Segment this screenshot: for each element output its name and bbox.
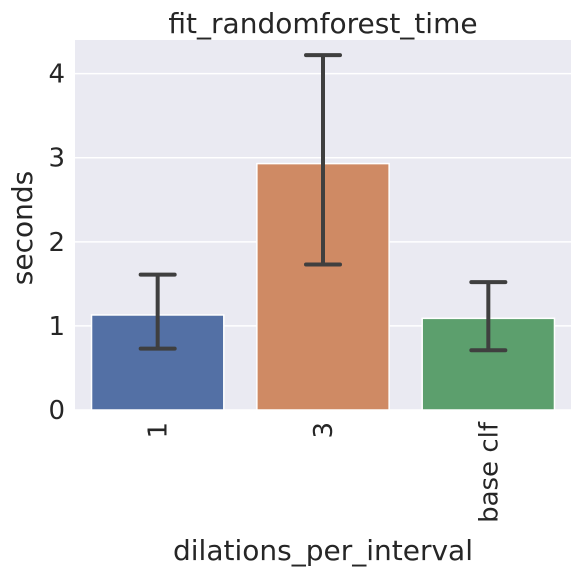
x-tick-label: 1 [144, 422, 174, 439]
y-tick-label: 3 [48, 144, 65, 174]
y-tick-label: 2 [48, 228, 65, 258]
y-axis-label: seconds [6, 171, 39, 285]
x-tick-labels: 1 3 base clf [144, 421, 505, 523]
x-axis-label: dilations_per_interval [173, 534, 473, 567]
chart-title: fit_randomforest_time [168, 7, 477, 40]
x-tick-label: 3 [309, 422, 339, 439]
y-tick-label: 4 [48, 60, 65, 90]
y-tick-labels: 0 1 2 3 4 [48, 60, 65, 426]
error-bars [138, 53, 508, 353]
y-tick-label: 0 [48, 396, 65, 426]
x-tick-label: base clf [474, 421, 504, 523]
y-tick-label: 1 [48, 312, 65, 342]
